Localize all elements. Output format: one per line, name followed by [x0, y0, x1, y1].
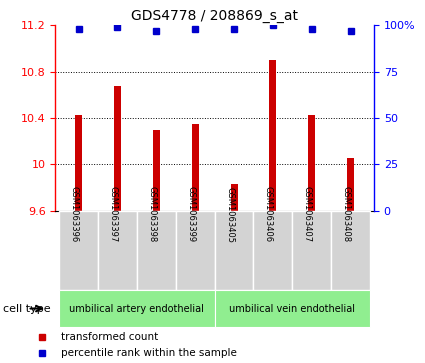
- Text: GSM1063406: GSM1063406: [264, 187, 273, 242]
- Bar: [253, 211, 292, 290]
- Bar: [215, 290, 370, 327]
- Text: GSM1063396: GSM1063396: [70, 187, 79, 242]
- Bar: [59, 211, 98, 290]
- Text: GSM1063399: GSM1063399: [186, 187, 195, 242]
- Bar: [137, 211, 176, 290]
- Bar: [114, 86, 121, 211]
- Text: GSM1063407: GSM1063407: [303, 187, 312, 242]
- Bar: [347, 159, 354, 211]
- Bar: [230, 184, 238, 211]
- Bar: [292, 211, 331, 290]
- Text: percentile rank within the sample: percentile rank within the sample: [61, 348, 237, 358]
- Bar: [215, 211, 253, 290]
- Bar: [331, 211, 370, 290]
- Text: GSM1063398: GSM1063398: [147, 187, 156, 242]
- Text: GSM1063405: GSM1063405: [225, 187, 234, 242]
- Bar: [75, 114, 82, 211]
- Bar: [308, 114, 315, 211]
- Bar: [98, 211, 137, 290]
- Text: cell type: cell type: [3, 303, 51, 314]
- Text: umbilical artery endothelial: umbilical artery endothelial: [69, 303, 204, 314]
- Bar: [269, 60, 276, 211]
- Title: GDS4778 / 208869_s_at: GDS4778 / 208869_s_at: [131, 9, 298, 23]
- Text: transformed count: transformed count: [61, 331, 158, 342]
- Bar: [192, 124, 198, 211]
- Bar: [153, 130, 160, 211]
- Text: GSM1063397: GSM1063397: [108, 187, 117, 242]
- Bar: [59, 290, 215, 327]
- Text: GSM1063408: GSM1063408: [342, 187, 351, 242]
- Bar: [176, 211, 215, 290]
- Text: umbilical vein endothelial: umbilical vein endothelial: [230, 303, 355, 314]
